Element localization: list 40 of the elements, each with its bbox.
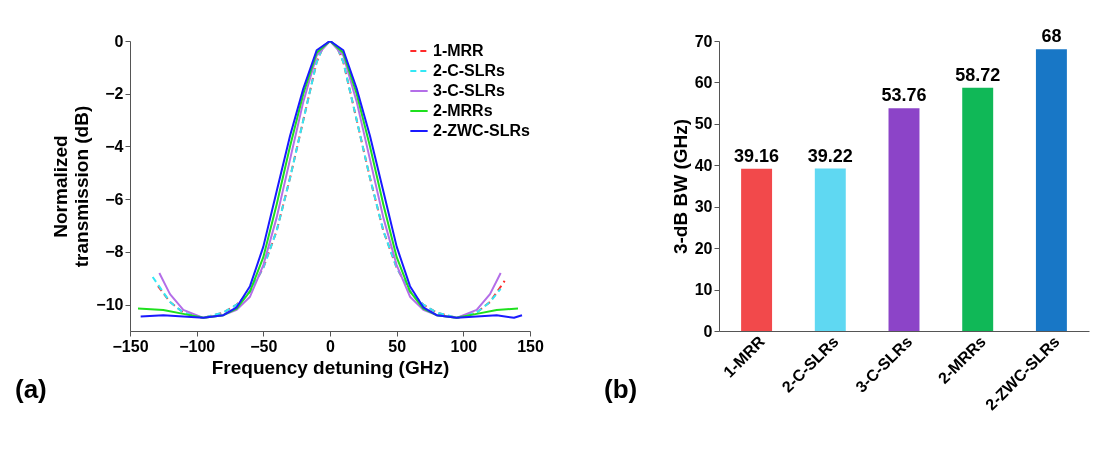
y-tick-label: 10 [694, 281, 713, 299]
x-tick-label: 150 [517, 337, 544, 355]
x-tick-label: 100 [450, 337, 478, 355]
bar [962, 87, 994, 331]
y-tick-label: 70 [694, 32, 713, 50]
bar [741, 168, 773, 331]
data-label: 53.76 [881, 85, 927, 106]
y-tick-label: 50 [694, 115, 713, 133]
y-tick-label: −10 [96, 296, 124, 314]
x-tick-label: −100 [179, 337, 216, 355]
x-axis-title: Frequency detuning (GHz) [211, 356, 450, 378]
y-tick-label: −4 [105, 137, 124, 155]
data-label: 39.22 [807, 145, 853, 166]
y-axis-title: 3-dB BW (GHz) [669, 118, 691, 255]
text: (b) [604, 374, 638, 404]
x-tick-label: 50 [388, 337, 407, 355]
legend-label: 3-C-SLRs [433, 82, 506, 99]
y-tick-label: 40 [694, 156, 713, 174]
text: (a) [15, 374, 47, 404]
data-label: 39.16 [734, 145, 780, 166]
y-axis-title: Normalized transmission (dB) [50, 105, 93, 268]
x-tick-label: 0 [326, 337, 336, 355]
x-tick-label: −50 [250, 337, 278, 355]
legend-label: 1-MRR [433, 42, 485, 59]
legend-label: 2-MRRs [433, 102, 493, 119]
bar [1035, 49, 1067, 331]
y-tick-label: −6 [105, 190, 124, 208]
data-label: 58.72 [955, 64, 1001, 85]
legend-label: 2-C-SLRs [433, 62, 506, 79]
y-tick-label: 0 [114, 32, 124, 50]
legend-label: 2-ZWC-SLRs [433, 122, 530, 139]
y-tick-label: −8 [105, 243, 124, 261]
x-tick-label: −150 [112, 337, 149, 355]
y-tick-label: 60 [694, 73, 713, 91]
y-tick-label: 30 [694, 198, 713, 216]
y-tick-label: 20 [694, 239, 713, 257]
y-tick-label: −2 [105, 85, 124, 103]
bar [814, 168, 846, 331]
bar [888, 108, 920, 331]
data-label: 68 [1041, 26, 1062, 47]
